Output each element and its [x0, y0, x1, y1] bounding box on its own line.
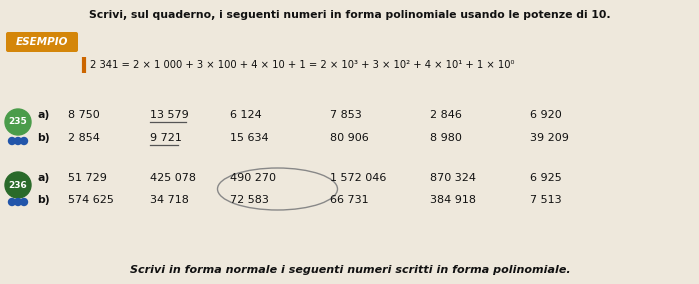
- Text: 6 925: 6 925: [530, 173, 562, 183]
- Circle shape: [8, 137, 15, 145]
- Text: 870 324: 870 324: [430, 173, 476, 183]
- Text: 2 341 = 2 × 1 000 + 3 × 100 + 4 × 10 + 1 = 2 × 10³ + 3 × 10² + 4 × 10¹ + 1 × 10⁰: 2 341 = 2 × 1 000 + 3 × 100 + 4 × 10 + 1…: [90, 60, 514, 70]
- Text: 235: 235: [8, 118, 27, 126]
- Text: 80 906: 80 906: [330, 133, 369, 143]
- Circle shape: [5, 109, 31, 135]
- Text: 425 078: 425 078: [150, 173, 196, 183]
- Text: 7 513: 7 513: [530, 195, 561, 205]
- Text: 39 209: 39 209: [530, 133, 569, 143]
- Text: a): a): [37, 110, 49, 120]
- Circle shape: [20, 199, 27, 206]
- Text: b): b): [37, 133, 50, 143]
- Text: 574 625: 574 625: [68, 195, 114, 205]
- Text: Scrivi, sul quaderno, i seguenti numeri in forma polinomiale usando le potenze d: Scrivi, sul quaderno, i seguenti numeri …: [89, 10, 611, 20]
- Text: 66 731: 66 731: [330, 195, 368, 205]
- Text: 34 718: 34 718: [150, 195, 189, 205]
- Circle shape: [15, 199, 22, 206]
- Text: 6 124: 6 124: [230, 110, 261, 120]
- Text: 6 920: 6 920: [530, 110, 562, 120]
- Circle shape: [20, 137, 27, 145]
- Text: Scrivi in forma normale i seguenti numeri scritti in forma polinomiale.: Scrivi in forma normale i seguenti numer…: [130, 265, 570, 275]
- Text: 8 980: 8 980: [430, 133, 462, 143]
- Circle shape: [8, 199, 15, 206]
- Text: 1 572 046: 1 572 046: [330, 173, 387, 183]
- Text: 13 579: 13 579: [150, 110, 189, 120]
- Text: 384 918: 384 918: [430, 195, 476, 205]
- Text: b): b): [37, 195, 50, 205]
- Circle shape: [15, 137, 22, 145]
- Text: a): a): [37, 173, 49, 183]
- Text: 7 853: 7 853: [330, 110, 362, 120]
- Text: 9 721: 9 721: [150, 133, 182, 143]
- Text: 72 583: 72 583: [230, 195, 269, 205]
- Text: ESEMPIO: ESEMPIO: [16, 37, 69, 47]
- Text: 51 729: 51 729: [68, 173, 107, 183]
- Text: 2 854: 2 854: [68, 133, 100, 143]
- Text: 236: 236: [8, 181, 27, 189]
- Text: 15 634: 15 634: [230, 133, 268, 143]
- Circle shape: [5, 172, 31, 198]
- Text: 2 846: 2 846: [430, 110, 462, 120]
- FancyBboxPatch shape: [6, 32, 78, 52]
- Text: 490 270: 490 270: [230, 173, 276, 183]
- Text: 8 750: 8 750: [68, 110, 100, 120]
